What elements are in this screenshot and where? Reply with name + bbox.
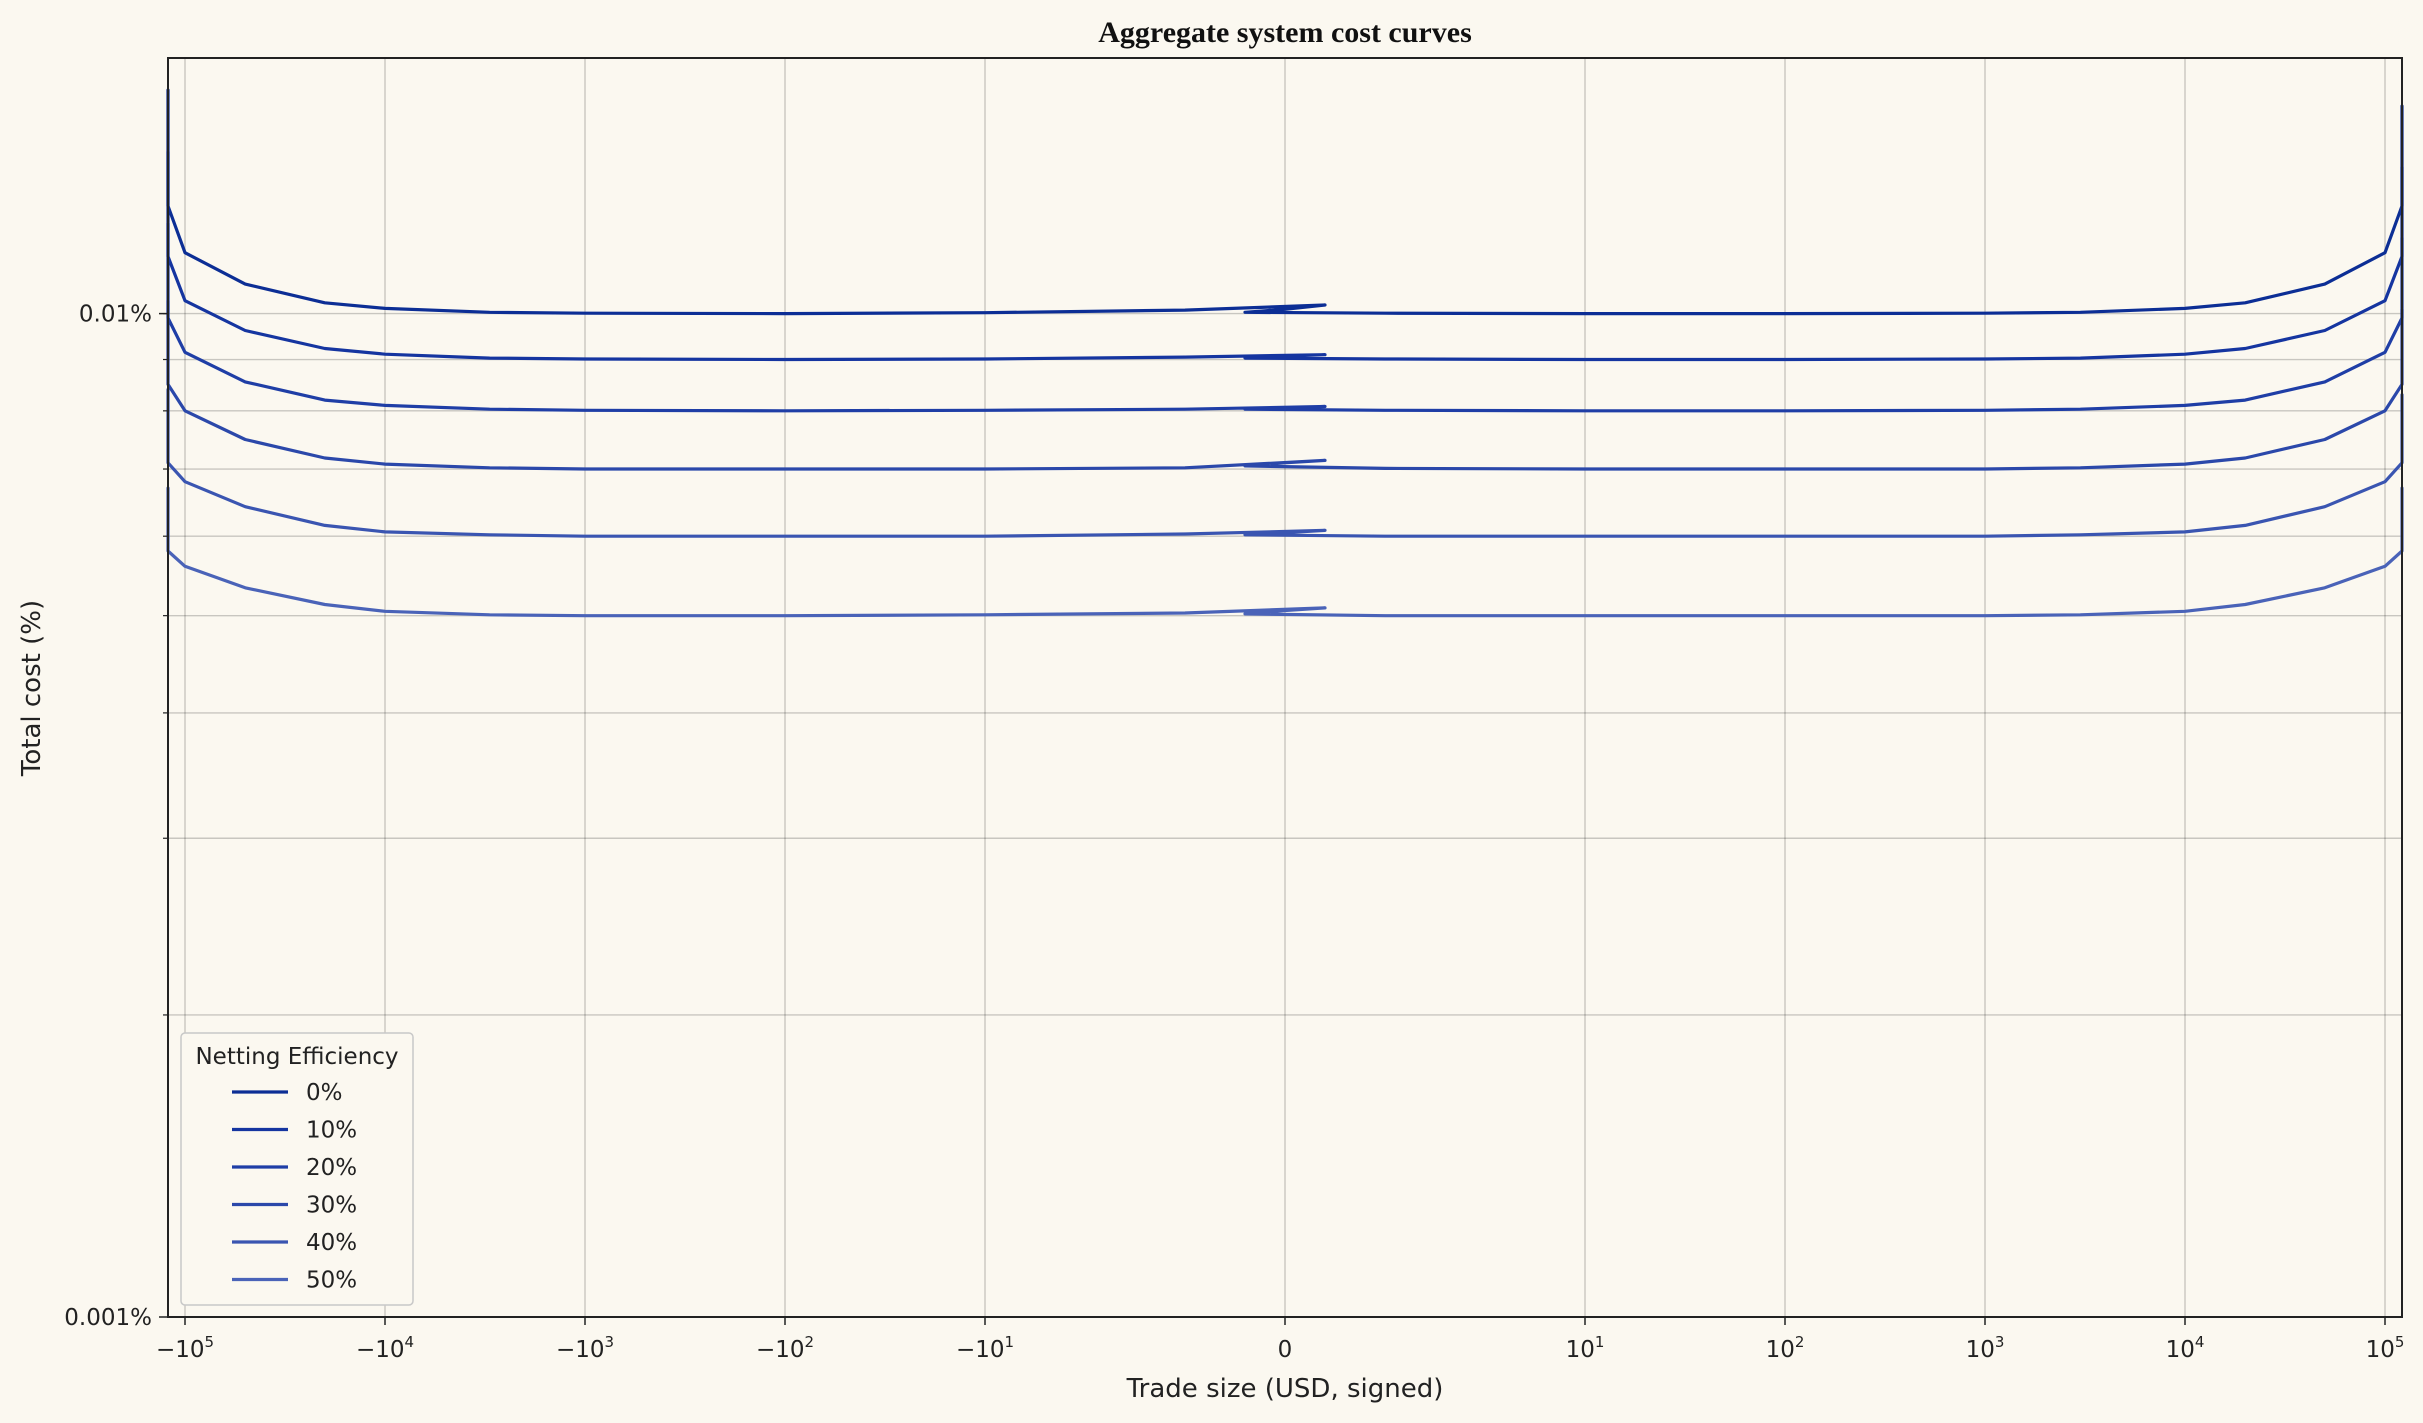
legend-label: 20% <box>306 1155 357 1181</box>
legend-label: 50% <box>306 1268 357 1294</box>
legend-label: 0% <box>306 1080 343 1106</box>
series-line <box>166 221 2404 413</box>
x-tick-label: −103 <box>556 1333 614 1363</box>
legend-label: 10% <box>306 1118 357 1144</box>
series-line <box>166 150 2404 362</box>
legend-label: 30% <box>306 1193 357 1219</box>
x-tick-label: 101 <box>1566 1333 1605 1363</box>
y-tick-label: 0.01% <box>79 302 152 328</box>
x-tick-label: −102 <box>756 1333 814 1363</box>
x-tick-label: 104 <box>2166 1333 2205 1363</box>
y-tick-label: 0.001% <box>64 1305 152 1331</box>
x-tick-label: 103 <box>1966 1333 2005 1363</box>
series-lines <box>166 88 2404 618</box>
chart-title: Aggregate system cost curves <box>1098 16 1472 49</box>
x-tick-label: 105 <box>2366 1333 2405 1363</box>
legend-title: Netting Efficiency <box>195 1044 398 1070</box>
series-line <box>166 299 2404 471</box>
series-line <box>166 388 2404 538</box>
x-tick-label: 0 <box>1278 1337 1293 1363</box>
legend-items: 0% 10% 20% 30% 40% 50% <box>232 1080 357 1294</box>
tick-labels: −105 −104 −103 −102 −101 0 101 102 103 104 105 0.01… <box>64 302 2404 1363</box>
x-tick-label: −104 <box>356 1333 414 1363</box>
x-tick-label: −101 <box>956 1333 1014 1363</box>
series-line <box>166 88 2404 316</box>
x-axis-label: Trade size (USD, signed) <box>1126 1374 1444 1404</box>
series-line <box>166 486 2404 618</box>
legend: Netting Efficiency 0% 10% 20% 30% 40% 50% <box>180 1032 414 1306</box>
y-axis-label: Total cost (%) <box>17 600 47 777</box>
x-tick-label: 102 <box>1766 1333 1805 1363</box>
legend-box <box>180 1032 414 1306</box>
x-tick-label: −105 <box>156 1333 214 1363</box>
legend-label: 40% <box>306 1230 357 1256</box>
